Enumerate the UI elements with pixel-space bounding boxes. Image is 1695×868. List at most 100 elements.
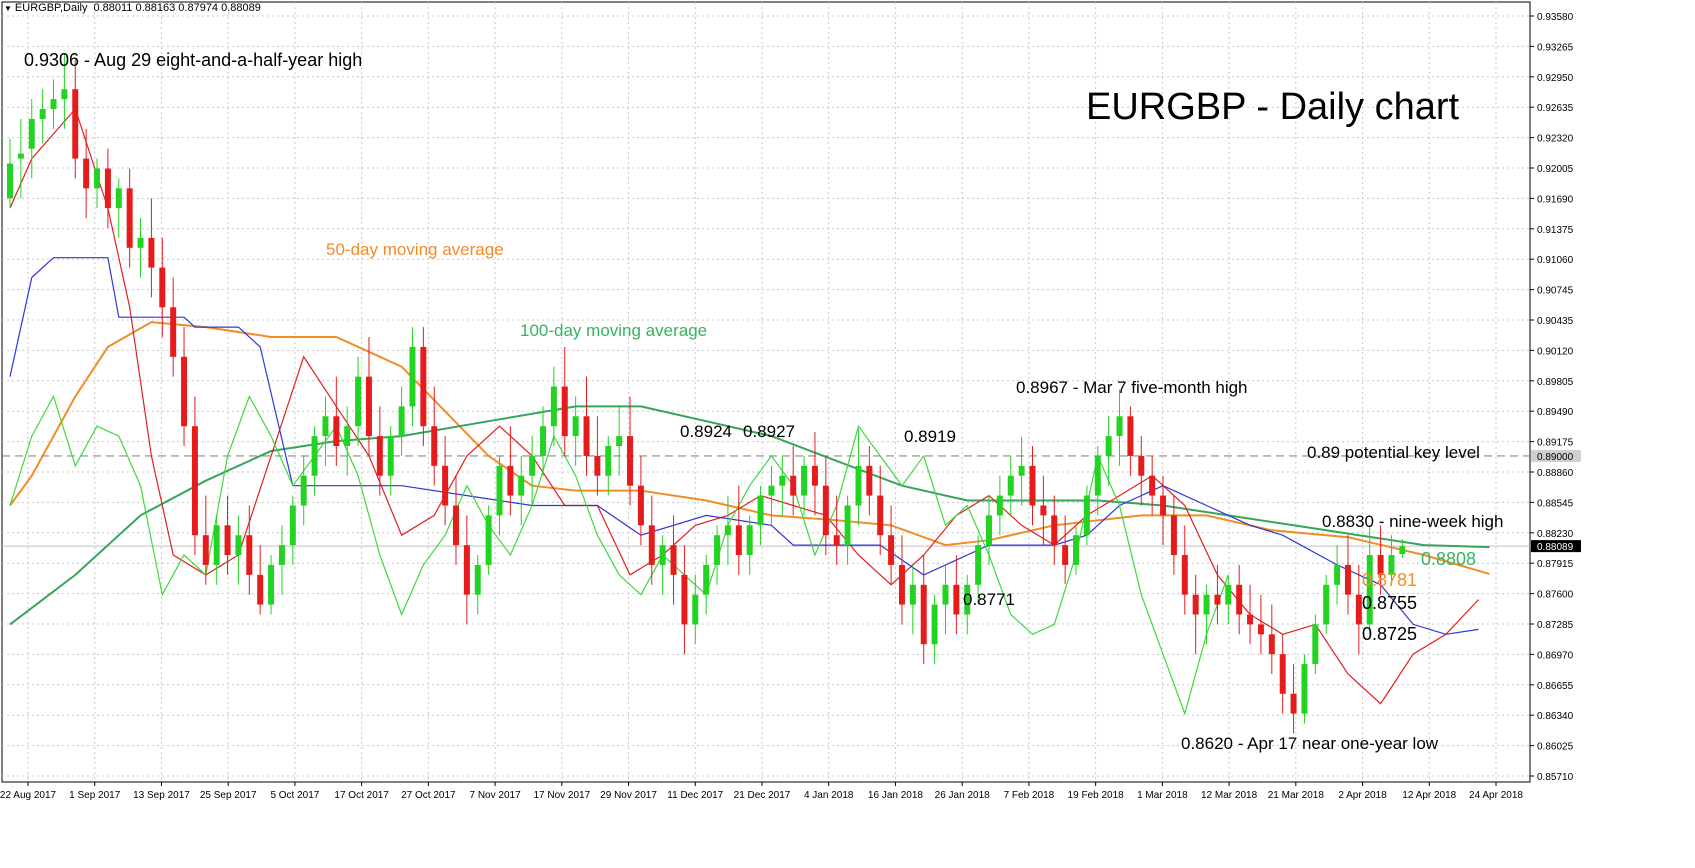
candle-body <box>964 584 971 615</box>
candle-body <box>268 564 275 605</box>
candle-body <box>1257 624 1264 635</box>
candle-body <box>659 545 666 565</box>
candle-body <box>104 168 111 209</box>
annotation-8771: 0.8771 <box>963 590 1015 609</box>
candle-body <box>496 465 503 516</box>
candle-body <box>909 584 916 605</box>
candle-body <box>474 564 481 595</box>
x-tick-label: 1 Mar 2018 <box>1137 790 1188 801</box>
x-tick-label: 12 Apr 2018 <box>1402 790 1456 801</box>
candle-body <box>333 416 340 447</box>
series-line-100-day-moving-average <box>9 405 1490 626</box>
annotation-jan-b: 0.8927 <box>743 422 795 441</box>
x-tick-label: 7 Nov 2017 <box>470 790 522 801</box>
key-level-tag-label: 0.89000 <box>1537 452 1574 463</box>
y-tick-label: 0.92320 <box>1537 134 1574 145</box>
candle-body <box>703 564 710 595</box>
candle-body <box>779 475 786 486</box>
y-tick-label: 0.92635 <box>1537 103 1574 114</box>
candle-body <box>844 505 851 546</box>
chart-header: ▼ EURGBP,Daily 0.88011 0.88163 0.87974 0.8… <box>4 2 261 14</box>
candle-body <box>529 455 536 476</box>
annotation-key-level: 0.89 potential key level <box>1307 443 1480 462</box>
y-tick-label: 0.91375 <box>1537 225 1574 236</box>
annotation-8755: 0.8755 <box>1362 593 1418 613</box>
candle-body <box>159 267 166 308</box>
candle-body <box>1138 455 1145 476</box>
candle-body <box>39 109 46 119</box>
candle-body <box>692 594 699 625</box>
candle-body <box>148 237 155 268</box>
candle-body <box>888 535 895 565</box>
candle-body <box>1323 584 1330 625</box>
annotation-nine-week: 0.8830 - nine-week high <box>1322 512 1504 531</box>
candle-body <box>1388 555 1395 575</box>
annotation-8725: 0.8725 <box>1362 624 1418 644</box>
candle-body <box>616 436 623 447</box>
candle-body <box>344 426 351 447</box>
candle-body <box>1312 624 1319 665</box>
candle-body <box>1203 594 1210 615</box>
candle-body <box>1355 594 1362 625</box>
candle-body <box>1301 664 1308 714</box>
x-tick-label: 4 Jan 2018 <box>804 790 854 801</box>
x-tick-label: 2 Apr 2018 <box>1338 790 1387 801</box>
candle-body <box>1149 475 1156 496</box>
candle-body <box>1062 545 1069 565</box>
candle-body <box>855 465 862 506</box>
candle-body <box>278 545 285 565</box>
x-tick-label: 21 Dec 2017 <box>734 790 791 801</box>
candle-body <box>866 465 873 496</box>
candle-body <box>768 485 775 496</box>
y-tick-label: 0.89490 <box>1537 407 1574 418</box>
candle-body <box>790 475 797 496</box>
candle-body <box>213 525 220 565</box>
y-tick-label: 0.93580 <box>1537 12 1574 23</box>
y-tick-label: 0.88860 <box>1537 468 1574 479</box>
annotation-jan-a: 0.8924 <box>680 422 732 441</box>
candle-body <box>7 163 13 199</box>
collapse-triangle-icon[interactable]: ▼ <box>4 4 12 13</box>
candle-body <box>1083 495 1090 536</box>
x-tick-label: 17 Oct 2017 <box>334 790 389 801</box>
candle-body <box>1116 416 1123 437</box>
candle-body <box>583 416 590 456</box>
annotation-low: 0.8620 - Apr 17 near one-year low <box>1181 734 1439 753</box>
candle-body <box>648 525 655 565</box>
candle-body <box>1160 495 1167 516</box>
x-tick-label: 7 Feb 2018 <box>1004 790 1055 801</box>
candle-body <box>746 525 753 556</box>
last-price-tag <box>1531 540 1581 553</box>
candle-body <box>550 386 557 427</box>
candle-body <box>975 545 982 585</box>
candle-body <box>898 564 905 605</box>
candle-body <box>72 89 79 159</box>
candle-body <box>561 386 568 437</box>
candle-body <box>311 436 318 476</box>
y-tick-label: 0.87915 <box>1537 559 1574 570</box>
candle-body <box>181 356 188 427</box>
candle-body <box>1007 475 1014 496</box>
candle-body <box>17 153 24 159</box>
x-tick-label: 11 Dec 2017 <box>667 790 723 801</box>
x-tick-label: 26 Jan 2018 <box>935 790 990 801</box>
x-tick-label: 22 Aug 2017 <box>0 790 57 801</box>
candle-body <box>126 188 133 248</box>
y-tick-label: 0.86340 <box>1537 711 1574 722</box>
candle-body <box>953 584 960 615</box>
chart-title: EURGBP - Daily chart <box>1086 86 1460 128</box>
candle-body <box>1170 515 1177 556</box>
series-line-chikou-span <box>9 394 1229 716</box>
candle-body <box>1040 505 1047 516</box>
candle-body <box>409 346 416 407</box>
candle-body <box>1073 535 1080 565</box>
x-tick-label: 13 Sep 2017 <box>133 790 190 801</box>
candle-body <box>442 465 449 506</box>
candle-body <box>811 465 818 486</box>
candle-body <box>833 535 840 546</box>
x-tick-label: 25 Sep 2017 <box>200 790 257 801</box>
candle-body <box>931 604 938 645</box>
candle-body <box>137 237 144 248</box>
candle-body <box>463 545 470 595</box>
